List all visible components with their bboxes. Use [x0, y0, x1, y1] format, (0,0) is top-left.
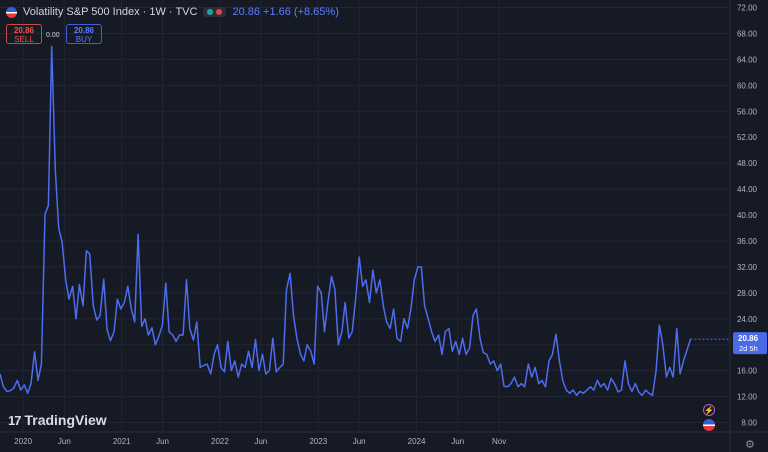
last-price-tag: 20.86 2d 5h [733, 332, 767, 355]
sell-button[interactable]: 20.86 SELL [6, 24, 42, 44]
gear-icon[interactable]: ⚙ [745, 439, 755, 451]
y-tick-label: 48.00 [737, 159, 758, 168]
last-price-value: 20.86 [738, 334, 759, 343]
last-price-countdown: 2d 5h [739, 344, 758, 353]
tradingview-logo[interactable]: 17 TradingView [8, 412, 107, 428]
y-tick-label: 68.00 [737, 29, 758, 38]
spread-value: 0.00 [46, 32, 60, 39]
market-status-indicator[interactable] [203, 7, 227, 17]
x-tick-label: 2021 [113, 437, 131, 446]
symbol-header: Volatility S&P 500 Index · 1W · TVC 20.8… [6, 6, 339, 18]
y-tick-label: 60.00 [737, 81, 758, 90]
lightning-icon[interactable]: ⚡ [703, 404, 715, 416]
y-tick-label: 40.00 [737, 211, 758, 220]
buy-button[interactable]: 20.86 BUY [66, 24, 102, 44]
y-tick-label: 56.00 [737, 107, 758, 116]
y-tick-label: 72.00 [737, 4, 758, 13]
y-tick-label: 24.00 [737, 315, 758, 324]
y-tick-label: 8.00 [741, 419, 757, 428]
x-tick-label: Jun [58, 437, 71, 446]
x-tick-label: Nov [492, 437, 506, 446]
tradingview-wordmark: TradingView [24, 412, 107, 428]
us-flag-icon [6, 6, 17, 18]
x-tick-label: Jun [451, 437, 464, 446]
x-tick-label: 2023 [309, 437, 327, 446]
symbol-title[interactable]: Volatility S&P 500 Index · 1W · TVC [23, 6, 198, 18]
y-tick-label: 36.00 [737, 237, 758, 246]
buy-label: BUY [75, 35, 93, 44]
y-tick-label: 64.00 [737, 55, 758, 64]
sell-label: SELL [14, 35, 34, 44]
y-tick-label: 16.00 [737, 367, 758, 376]
x-tick-label: 2022 [211, 437, 229, 446]
y-tick-label: 28.00 [737, 289, 758, 298]
red-dot-icon [216, 9, 223, 15]
y-tick-label: 44.00 [737, 185, 758, 194]
x-tick-label: Jun [156, 437, 169, 446]
y-tick-label: 32.00 [737, 263, 758, 272]
us-flag-icon[interactable] [703, 419, 715, 431]
y-tick-label: 52.00 [737, 133, 758, 142]
y-tick-label: 12.00 [737, 393, 758, 402]
x-tick-label: Jun [254, 437, 267, 446]
buy-price: 20.86 [73, 26, 95, 35]
green-dot-icon [207, 9, 214, 15]
price-change: 20.86 +1.66 (+8.65%) [232, 6, 339, 18]
x-tick-label: 2020 [14, 437, 32, 446]
x-tick-label: 2024 [408, 437, 426, 446]
tradingview-mark-icon: 17 [8, 412, 22, 428]
sell-price: 20.86 [13, 26, 35, 35]
vix-series-line [0, 45, 692, 397]
x-tick-label: Jun [353, 437, 366, 446]
